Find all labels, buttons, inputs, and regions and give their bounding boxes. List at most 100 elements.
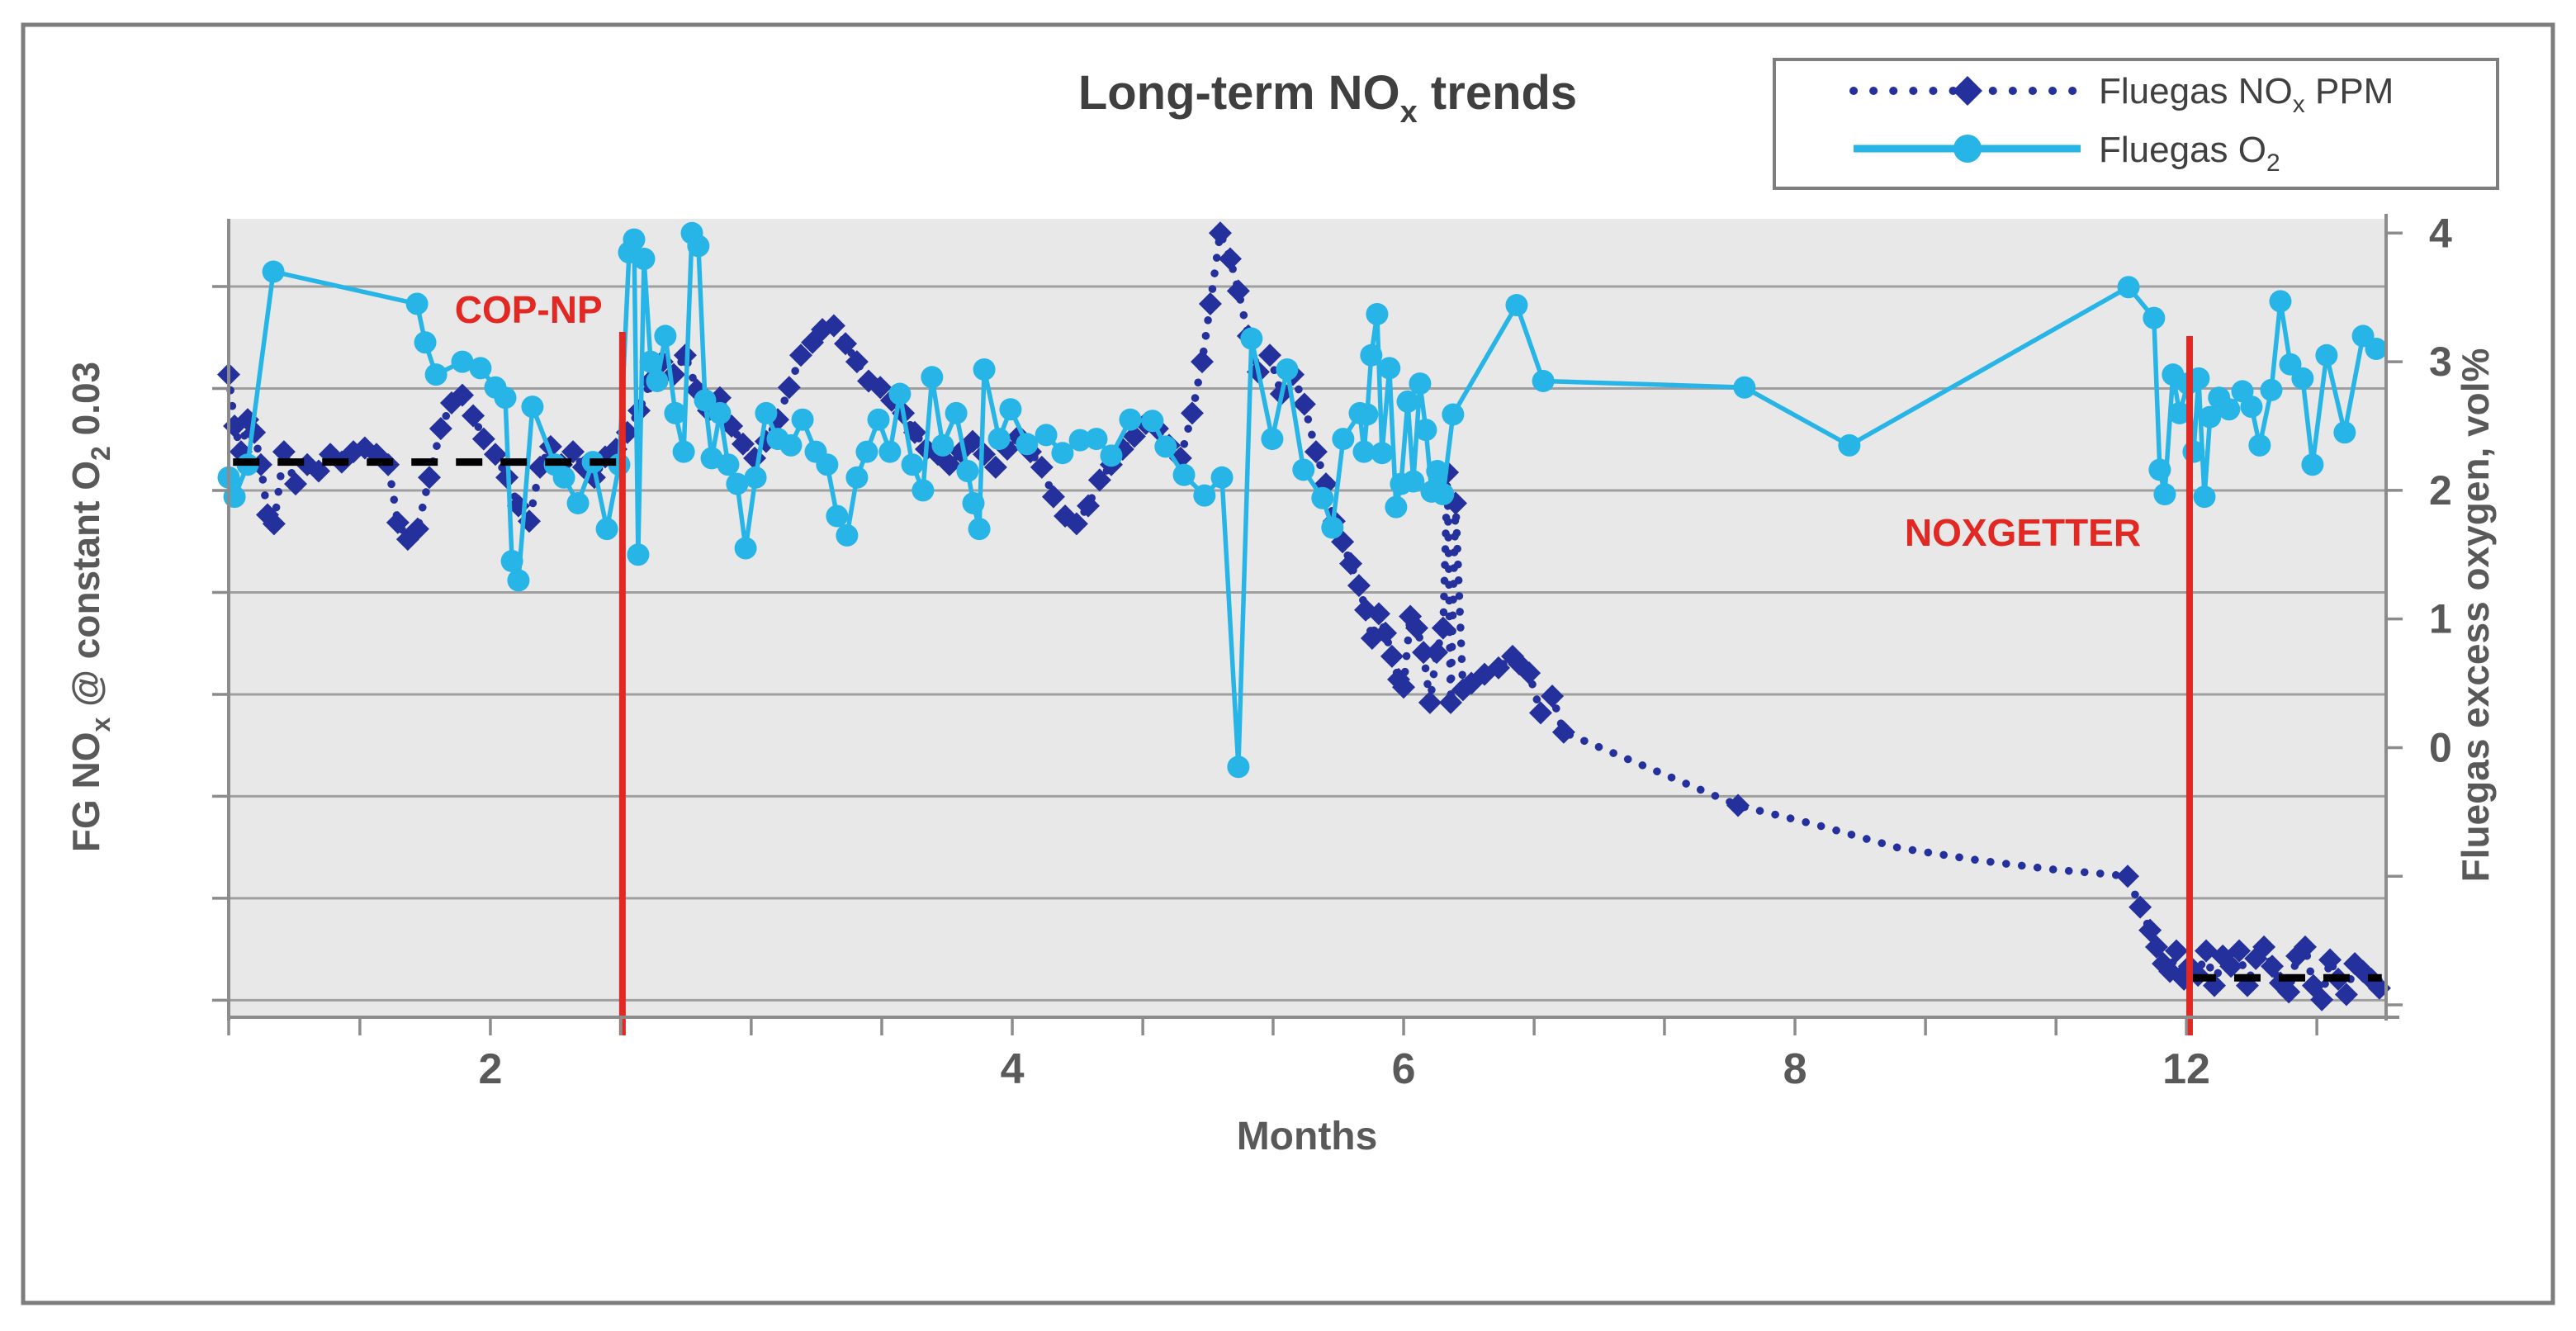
nox-data-point — [1226, 279, 1250, 303]
right-axis-tick-label: 4 — [2429, 210, 2452, 256]
o2-data-point — [1119, 408, 1142, 431]
o2-data-point — [816, 453, 839, 476]
o2-data-point — [1172, 463, 1196, 486]
o2-data-point — [1332, 428, 1355, 451]
nox-data-point — [284, 472, 308, 496]
nox-data-point — [1380, 644, 1404, 668]
o2-data-point — [1378, 357, 1401, 380]
nox-data-point — [1366, 602, 1390, 626]
nox-data-point — [1208, 221, 1232, 245]
nox-data-point — [2165, 939, 2189, 963]
nox-data-point — [2310, 988, 2334, 1011]
o2-data-point — [921, 366, 944, 389]
legend-label-nox: Fluegas NOx PPM — [2099, 71, 2394, 118]
o2-data-point — [836, 523, 859, 547]
o2-data-point — [521, 396, 544, 419]
nox-data-point — [960, 429, 984, 453]
o2-data-point — [945, 401, 968, 424]
o2-data-point — [2143, 306, 2166, 329]
nox-data-point — [272, 440, 296, 464]
o2-data-point — [888, 382, 912, 405]
right-axis-tick-label: 2 — [2429, 467, 2452, 514]
o2-data-point — [2269, 290, 2292, 313]
o2-data-point — [566, 491, 590, 514]
o2-data-point — [405, 292, 429, 315]
o2-data-point — [912, 479, 935, 502]
o2-data-point — [1321, 516, 1344, 539]
o2-data-point — [2199, 405, 2222, 429]
nox-data-point — [1374, 621, 1398, 645]
o2-data-point — [1505, 294, 1528, 317]
o2-data-point — [755, 401, 778, 424]
nox-data-point — [2277, 980, 2301, 1004]
nox-data-point — [262, 512, 286, 536]
nox-data-point — [822, 314, 845, 338]
nox-data-point — [2252, 935, 2276, 959]
x-axis-tick-label: 12 — [2162, 1045, 2210, 1093]
o2-data-point — [878, 440, 902, 463]
nox-data-point — [1551, 720, 1575, 744]
o2-data-point — [1385, 495, 1408, 519]
o2-data-point — [1193, 484, 1216, 507]
nox-data-point — [1726, 793, 1750, 817]
o2-data-point — [1366, 302, 1389, 325]
o2-data-point — [1100, 444, 1123, 467]
o2-data-point — [1426, 460, 1449, 483]
nox-data-point — [777, 376, 801, 400]
nox-data-point — [450, 383, 474, 407]
legend-label-nox-text: Fluegas NO — [2099, 71, 2293, 111]
o2-data-point — [500, 550, 523, 573]
x-axis-tick-label: 4 — [1001, 1045, 1025, 1093]
nox-data-point — [1258, 343, 1282, 367]
nox-data-point — [1190, 350, 1214, 374]
o2-data-point — [2301, 453, 2324, 476]
o2-data-point — [1360, 343, 1383, 367]
nox-data-point — [938, 452, 962, 476]
legend: Fluegas NOx PPM Fluegas O2 — [1773, 58, 2499, 190]
nox-data-point — [1304, 440, 1328, 464]
o2-data-point — [987, 428, 1011, 451]
o2-data-point — [2168, 401, 2191, 424]
o2-data-point — [1442, 403, 1465, 426]
chart-title: Long-term NOx trends — [1078, 66, 1577, 130]
left-axis-title-subscript: 2 — [86, 446, 116, 461]
o2-data-point — [494, 386, 517, 410]
o2-data-point — [968, 518, 991, 541]
o2-data-point — [639, 350, 662, 373]
o2-data-point — [901, 453, 924, 476]
o2-data-point — [2193, 486, 2216, 509]
o2-data-point — [646, 369, 669, 392]
nox-data-point — [1180, 401, 1204, 425]
nox-data-point — [405, 517, 429, 541]
o2-data-point — [726, 472, 749, 495]
right-axis-tick-label: 0 — [2429, 724, 2452, 770]
o2-data-point — [1016, 433, 1039, 456]
nox-data-point — [2219, 954, 2243, 978]
o2-data-point — [424, 363, 447, 386]
o2-data-point — [552, 466, 575, 489]
o2-data-point — [1311, 486, 1334, 509]
nox-data-point — [1077, 494, 1101, 518]
o2-data-point — [1051, 442, 1074, 465]
nox-data-point — [2115, 864, 2139, 888]
legend-box — [1773, 58, 2499, 190]
o2-data-point — [867, 408, 890, 431]
o2-data-point — [2333, 421, 2356, 444]
o2-data-point — [845, 466, 869, 489]
o2-data-point — [672, 440, 695, 463]
o2-data-point — [1035, 424, 1058, 447]
nox-data-point — [983, 455, 1007, 479]
left-axis-title-part: FG NO — [64, 732, 107, 852]
chart-title-tail: trends — [1418, 66, 1577, 120]
nox-data-point — [462, 404, 485, 428]
nox-data-point — [2129, 895, 2152, 919]
o2-data-point — [654, 324, 677, 348]
nox-data-point — [1541, 684, 1565, 708]
o2-data-point — [1210, 466, 1234, 489]
o2-data-point — [694, 389, 717, 412]
nox-data-point — [1404, 616, 1428, 640]
event-label-noxgetter: NOXGETTER — [1905, 511, 2141, 554]
o2-data-point — [1733, 376, 1756, 399]
o2-data-point — [1240, 327, 1263, 350]
